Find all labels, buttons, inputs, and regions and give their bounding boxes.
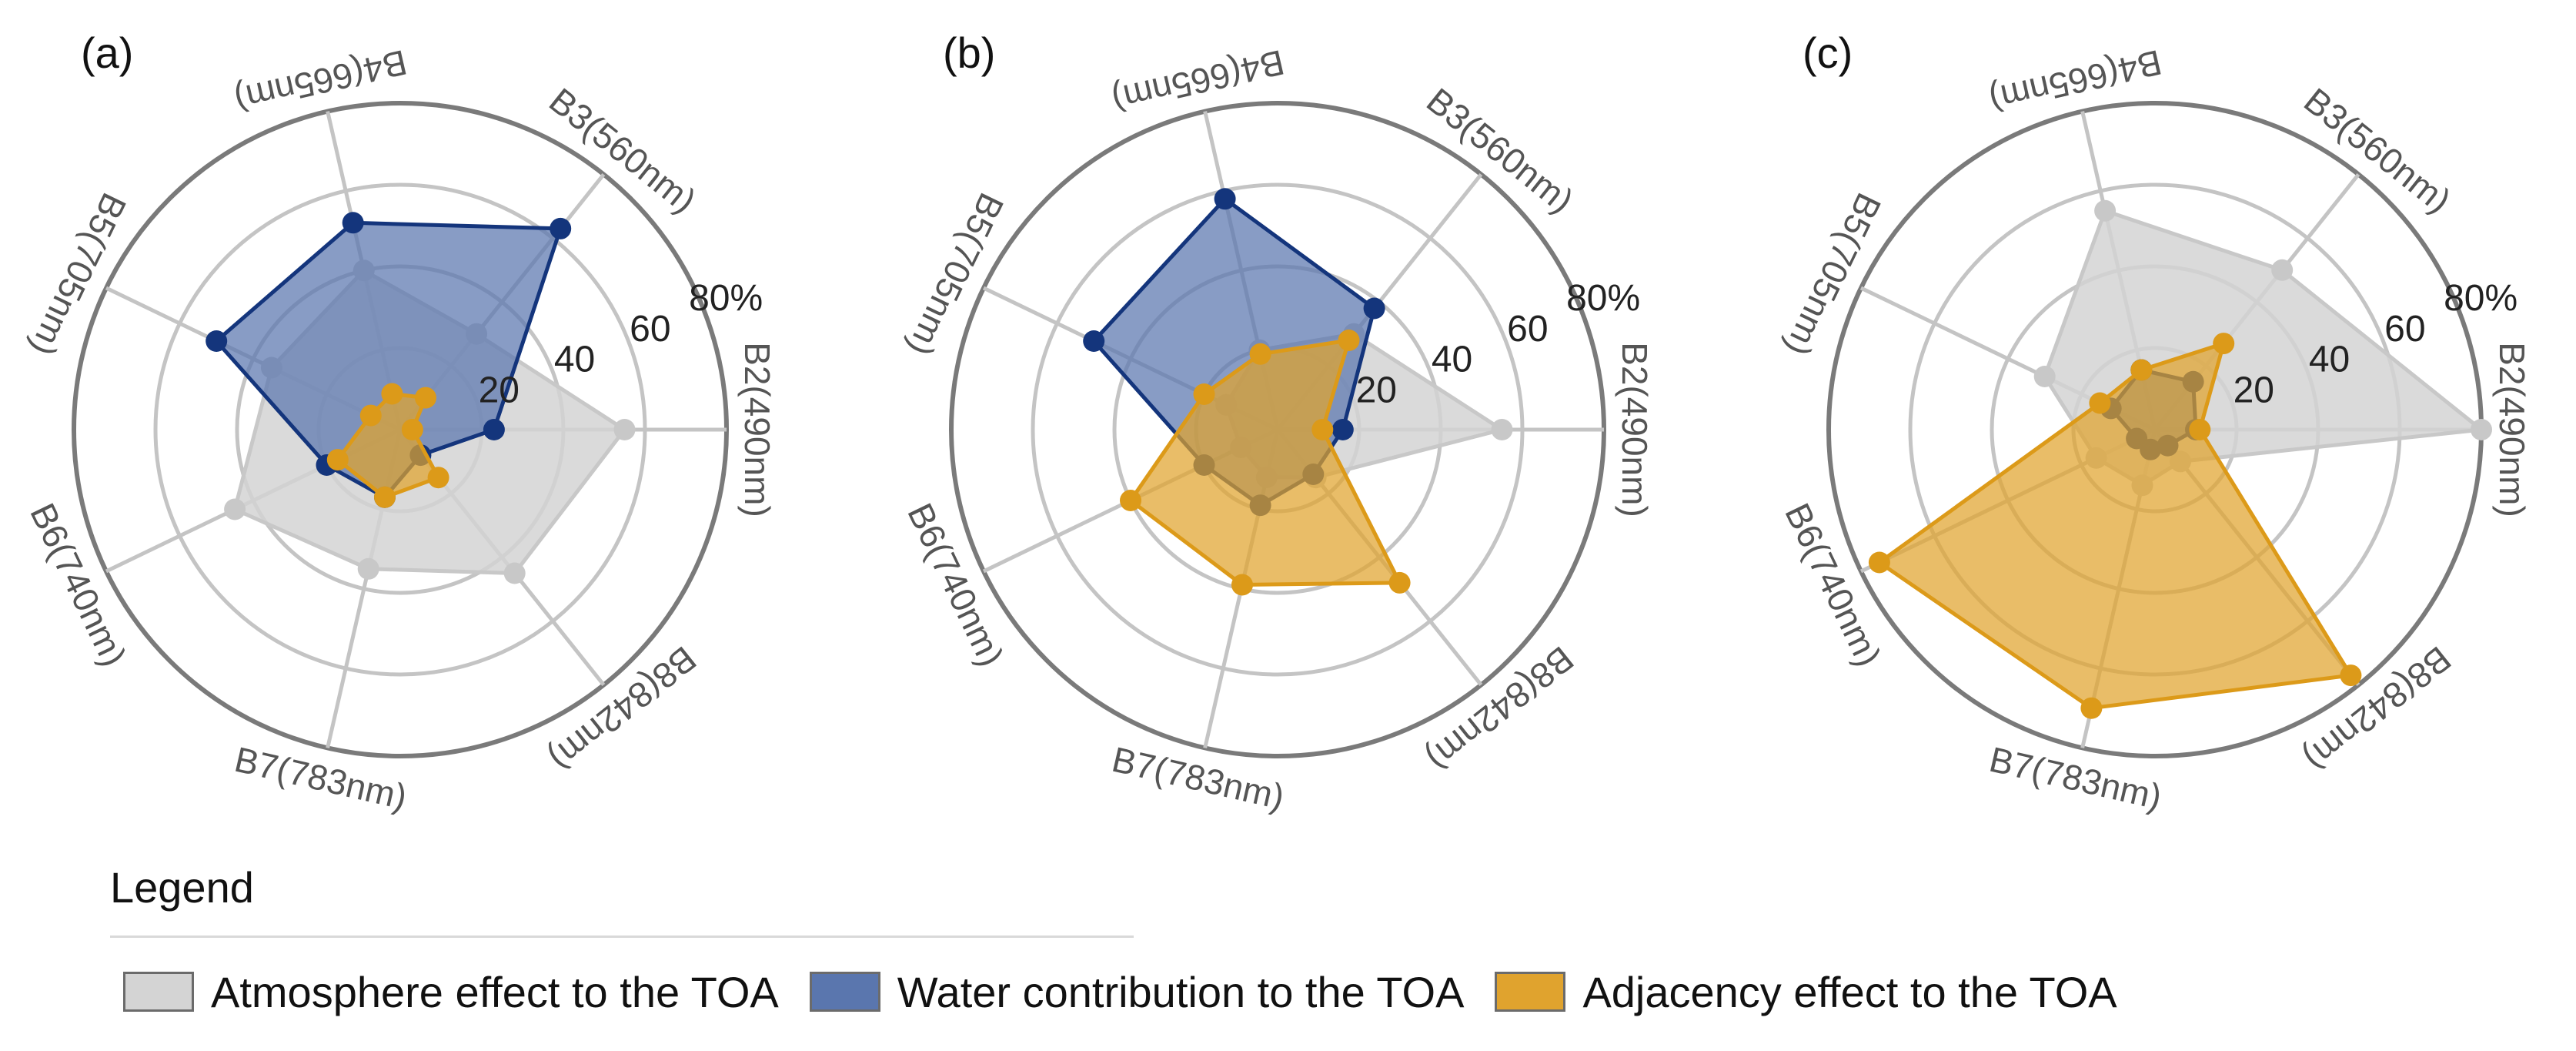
data-point-B3(560nm) xyxy=(1363,297,1385,320)
legend-swatch-water xyxy=(809,972,880,1012)
legend-title: Legend xyxy=(110,863,254,912)
axis-label-5: B6(740nm) xyxy=(900,497,1012,672)
data-point-B6(740nm) xyxy=(224,498,246,520)
axis-label-6: B7(783nm) xyxy=(1108,739,1288,817)
legend-label-water: Water contribution to the TOA xyxy=(897,967,1465,1016)
data-point-B5(705nm) xyxy=(205,330,228,352)
data-point-B3(560nm) xyxy=(2213,333,2235,355)
series-3 xyxy=(1868,333,2362,719)
axis-label-5: B6(740nm) xyxy=(22,497,135,672)
r-tick-label: 40 xyxy=(2309,340,2350,380)
data-point-B5(705nm) xyxy=(2089,392,2111,414)
data-point-B4(665nm) xyxy=(342,212,364,234)
r-tick-label: 40 xyxy=(1432,340,1472,380)
data-point-B7(783nm) xyxy=(1231,574,1253,596)
axis-label-3: B4(665nm) xyxy=(1986,42,2165,120)
data-point-B4(665nm) xyxy=(381,383,403,405)
data-point-B2(490nm) xyxy=(2189,419,2211,440)
series-area xyxy=(1877,341,2353,711)
data-point-B5(705nm) xyxy=(1193,383,1215,405)
legend: Atmosphere effect to the TOA Water contr… xyxy=(123,961,2148,1023)
axis-label-6: B7(783nm) xyxy=(231,739,410,817)
r-tick-label: 60 xyxy=(2384,309,2425,350)
series-area xyxy=(1128,338,1402,587)
axis-label-1: B2(490nm) xyxy=(2492,342,2532,517)
data-point-B5(705nm) xyxy=(1083,330,1105,352)
axis-label-3: B4(665nm) xyxy=(1108,42,1288,120)
data-point-B7(783nm) xyxy=(374,486,396,508)
axis-label-1: B2(490nm) xyxy=(737,342,777,517)
data-point-B8(842nm) xyxy=(427,467,449,489)
panel-c: 20406080%B2(490nm)B3(560nm)B4(665nm)B5(7… xyxy=(1777,28,2532,817)
legend-item-adjacency: Adjacency effect to the TOA xyxy=(1495,967,2117,1017)
data-point-B6(740nm) xyxy=(326,449,349,471)
data-point-B2(490nm) xyxy=(401,419,423,440)
data-point-B5(705nm) xyxy=(359,404,382,427)
r-tick-label: 20 xyxy=(1356,370,1397,410)
data-point-B3(560nm) xyxy=(2271,259,2294,281)
data-point-B8(842nm) xyxy=(1388,571,1411,594)
axis-label-4: B5(705nm) xyxy=(22,187,135,363)
legend-item-atmosphere: Atmosphere effect to the TOA xyxy=(123,967,779,1017)
panel-label: (c) xyxy=(1803,28,1853,77)
legend-swatch-atmosphere xyxy=(123,972,194,1012)
data-point-B2(490nm) xyxy=(2471,419,2492,440)
r-tick-label: 80% xyxy=(2444,278,2518,319)
axis-label-1: B2(490nm) xyxy=(1615,342,1655,517)
axis-label-4: B5(705nm) xyxy=(900,187,1012,363)
data-point-B4(665nm) xyxy=(2130,359,2153,381)
data-point-B5(705nm) xyxy=(2033,366,2056,387)
series-3 xyxy=(326,383,449,508)
data-point-B4(665nm) xyxy=(1214,188,1236,210)
data-point-B3(560nm) xyxy=(415,387,436,409)
data-point-B7(783nm) xyxy=(357,557,379,580)
data-point-B2(490nm) xyxy=(613,419,636,440)
data-point-B2(490nm) xyxy=(1491,419,1513,440)
panel-a: 20406080%B2(490nm)B3(560nm)B4(665nm)B5(7… xyxy=(22,28,777,817)
data-point-B2(490nm) xyxy=(1311,419,1334,440)
series-3 xyxy=(1120,330,1411,596)
r-tick-label: 80% xyxy=(689,278,763,319)
data-point-B4(665nm) xyxy=(1249,343,1271,365)
axis-label-5: B6(740nm) xyxy=(1777,497,1889,672)
panel-label: (a) xyxy=(81,28,133,77)
legend-label-adjacency: Adjacency effect to the TOA xyxy=(1582,967,2117,1016)
axis-label-4: B5(705nm) xyxy=(1777,187,1889,363)
data-point-B6(740nm) xyxy=(1868,551,1890,574)
data-point-B2(490nm) xyxy=(1331,419,1354,440)
r-tick-label: 40 xyxy=(554,340,595,380)
legend-swatch-adjacency xyxy=(1495,972,1566,1012)
r-tick-label: 20 xyxy=(2234,370,2274,410)
data-point-B4(665nm) xyxy=(2094,199,2117,222)
data-point-B3(560nm) xyxy=(1338,330,1360,351)
data-point-B7(783nm) xyxy=(2080,697,2103,719)
r-tick-label: 20 xyxy=(479,370,520,410)
data-point-B6(740nm) xyxy=(1120,490,1141,511)
r-tick-label: 60 xyxy=(630,309,670,350)
legend-divider xyxy=(110,936,1134,938)
data-point-B8(842nm) xyxy=(503,562,526,584)
legend-label-atmosphere: Atmosphere effect to the TOA xyxy=(211,967,779,1016)
data-point-B2(490nm) xyxy=(483,419,505,440)
panel-b: 20406080%B2(490nm)B3(560nm)B4(665nm)B5(7… xyxy=(900,28,1655,817)
r-tick-label: 60 xyxy=(1507,309,1548,350)
legend-item-water: Water contribution to the TOA xyxy=(809,967,1465,1017)
panel-label: (b) xyxy=(943,28,995,77)
data-point-B3(560nm) xyxy=(550,217,572,239)
data-point-B8(842nm) xyxy=(2340,664,2362,687)
axis-label-6: B7(783nm) xyxy=(1986,739,2165,817)
axis-label-3: B4(665nm) xyxy=(231,42,410,120)
r-tick-label: 80% xyxy=(1566,278,1640,319)
